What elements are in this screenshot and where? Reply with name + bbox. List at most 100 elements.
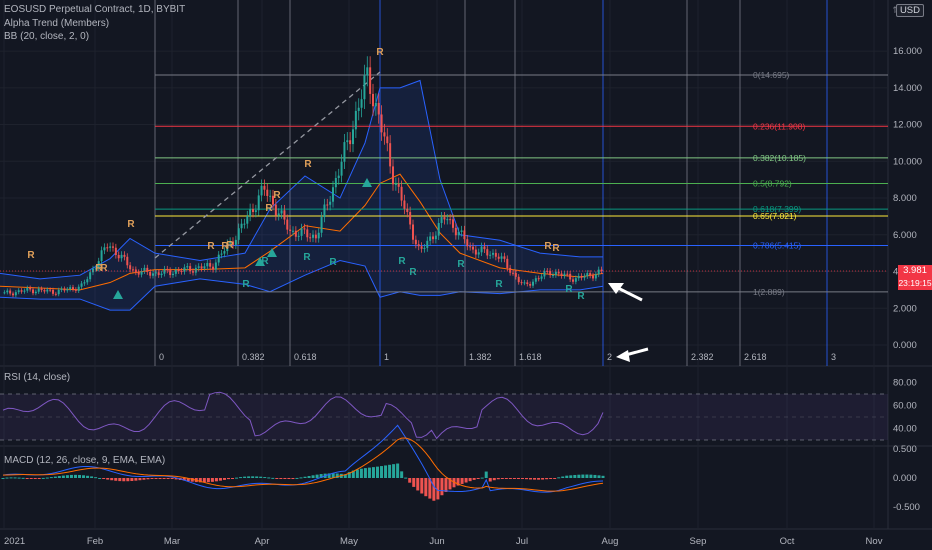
macd-histogram-bar [516, 478, 520, 479]
macd-histogram-bar [61, 475, 65, 478]
candle-body [146, 267, 149, 272]
macd-histogram-bar [41, 477, 45, 479]
candle-body [323, 204, 326, 218]
fib-retracement[interactable]: 0(14.695) 0.236(11.908) 0.382(10.185) 0.5(8… [155, 70, 888, 297]
macd-histogram-bar [335, 473, 339, 478]
candle-body [454, 227, 457, 236]
candle-body [312, 234, 314, 238]
candle-body [89, 272, 92, 280]
macd-histogram-bar [299, 477, 303, 479]
candle-body [194, 267, 197, 273]
candle-body [334, 177, 337, 188]
rsi-title[interactable]: RSI (14, close) [4, 372, 71, 383]
candle-body [500, 256, 503, 259]
candle-body [517, 276, 520, 283]
signal-line [2, 437, 604, 492]
candle-body [92, 268, 94, 273]
rsi-tick: 80.00 [893, 378, 917, 389]
fib-trend-line[interactable] [154, 71, 381, 259]
candle-body [340, 161, 343, 176]
candle-body [29, 287, 32, 290]
price-tick: 8.000 [893, 193, 917, 204]
macd-histogram-bar [581, 474, 585, 478]
macd-histogram-bar [492, 478, 496, 481]
macd-histogram-bar [408, 478, 412, 483]
candle-body [426, 240, 429, 248]
candle-body [269, 195, 272, 197]
candle-body [503, 256, 506, 259]
candle-body [317, 232, 320, 239]
candle-body [9, 290, 12, 294]
candle-body [3, 292, 6, 294]
candle-body [80, 283, 83, 287]
rsi-scale[interactable]: 80.00 60.00 40.00 [893, 378, 917, 435]
time-axis[interactable]: 2021 Feb Mar Apr May Jun Jul Aug Sep Oct Nov [4, 536, 883, 547]
candle-body [300, 228, 303, 236]
time-tick: Aug [602, 536, 619, 547]
candle-body [554, 271, 557, 276]
candle-body [469, 246, 472, 248]
macd-tick: 0.500 [893, 444, 917, 455]
macd-histogram-bar [424, 478, 428, 497]
macd-histogram-bar [311, 475, 315, 478]
candle-body [372, 93, 374, 107]
candle-body [329, 201, 332, 205]
candle-body [577, 276, 580, 279]
alpha-trend-buy-marker: R [495, 279, 503, 290]
macd-histogram-bar [279, 478, 283, 479]
macd-histogram-bar [150, 478, 154, 479]
macd-histogram-bar [142, 478, 146, 480]
candle-body [343, 142, 346, 162]
alpha-trend-sell-marker: R [265, 203, 273, 214]
macd-histogram-bar [138, 478, 142, 481]
candle-body [143, 267, 146, 272]
indicator-alpha-trend[interactable]: Alpha Trend (Members) [4, 18, 110, 29]
candle-body [232, 241, 234, 245]
macd-histogram-bar [98, 477, 102, 479]
macd-histogram-bar [287, 478, 291, 479]
macd-histogram-bar [565, 475, 569, 478]
candle-body [466, 239, 469, 247]
alpha-trend-buy-marker: R [242, 279, 250, 290]
candles [3, 56, 603, 298]
candle-body [157, 272, 160, 276]
price-scale[interactable]: 16.00014.00012.00010.0008.0006.0004.0002… [893, 46, 922, 351]
symbol-title[interactable]: EOSUSD Perpetual Contract, 1D, BYBIT [4, 4, 186, 15]
macd-histogram-bar [214, 478, 218, 482]
macd-histogram-bar [561, 476, 565, 478]
indicator-bb[interactable]: BB (20, close, 2, 0) [4, 31, 90, 42]
candle-body [152, 273, 154, 276]
candle-body [254, 210, 257, 213]
macd-histogram-bar [468, 478, 472, 482]
candle-body [583, 276, 586, 278]
candle-body [112, 246, 114, 248]
alpha-trend-sell-marker: R [544, 241, 552, 252]
macd-title[interactable]: MACD (12, 26, close, 9, EMA, EMA) [4, 455, 166, 466]
candle-body [197, 266, 200, 268]
macd-histogram-bar [388, 464, 392, 478]
macd-histogram-bar [319, 474, 323, 478]
candle-body [223, 251, 226, 254]
candle-body [234, 239, 237, 245]
candle-body [369, 67, 372, 94]
macd-histogram-bar [464, 478, 468, 483]
macd-histogram-bar [327, 473, 331, 478]
fib-time-label: 0 [159, 352, 164, 362]
time-tick: Mar [164, 536, 180, 547]
trend-triangle-icon [362, 178, 372, 187]
price-tick: 14.000 [893, 83, 922, 94]
candle-body [32, 289, 34, 294]
candle-body [174, 269, 177, 274]
macd-histogram-bar [271, 477, 275, 479]
candle-body [354, 110, 357, 130]
currency-button[interactable]: USD [895, 4, 924, 17]
macd-scale[interactable]: 0.500 0.000 -0.500 [893, 444, 920, 513]
macd-histogram-bar [9, 477, 13, 479]
macd-histogram-bar [122, 478, 126, 482]
macd-histogram-bar [5, 477, 9, 479]
candle-body [252, 209, 254, 213]
candle-body [446, 219, 449, 221]
candle-body [103, 247, 106, 251]
